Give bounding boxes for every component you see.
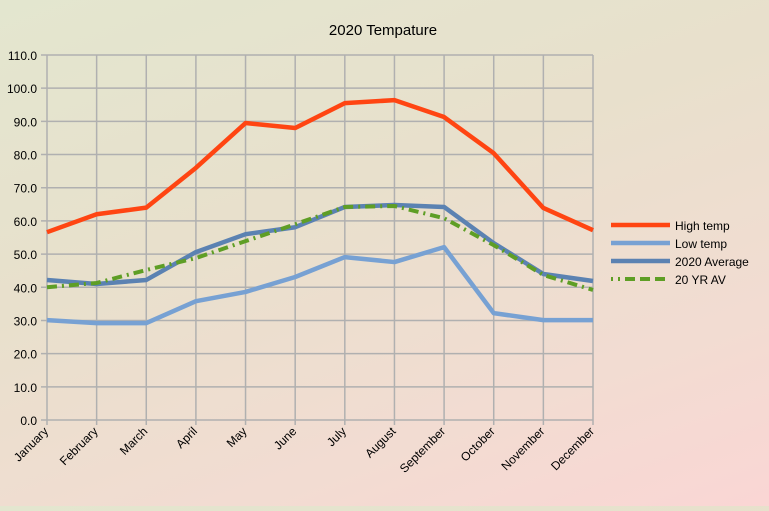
legend-label: Low temp <box>675 237 727 251</box>
y-tick-label: 100.0 <box>7 82 37 96</box>
x-tick-label: February <box>57 424 101 468</box>
legend-label: 20 YR AV <box>675 273 726 287</box>
series-line-high-temp <box>47 100 593 232</box>
y-axis-ticks: 0.0 10.0 20.0 30.0 40.0 50.0 60.0 70.0 80.0 90.0 1… <box>7 49 37 428</box>
y-tick-label: 10.0 <box>14 381 38 395</box>
series-lines <box>47 100 593 323</box>
x-tick-label: April <box>173 424 200 451</box>
y-tick-label: 40.0 <box>14 281 38 295</box>
y-tick-label: 110.0 <box>8 49 37 63</box>
x-tick-label: January <box>11 424 51 464</box>
series-line-2020-average <box>47 205 593 284</box>
x-tick-label: November <box>498 424 547 473</box>
y-tick-label: 70.0 <box>14 182 38 196</box>
x-tick-label: August <box>362 424 399 461</box>
y-tick-label: 30.0 <box>14 314 38 328</box>
x-tick-label: March <box>117 424 150 457</box>
legend-label: 2020 Average <box>675 255 749 269</box>
y-tick-label: 50.0 <box>14 248 38 262</box>
y-tick-label: 0.0 <box>20 414 37 428</box>
x-tick-label: October <box>458 424 498 464</box>
legend: High temp Low temp 2020 Average 20 YR AV <box>611 219 749 287</box>
y-tick-label: 90.0 <box>14 115 38 129</box>
y-tick-label: 60.0 <box>14 215 38 229</box>
x-tick-label: June <box>271 424 300 453</box>
x-tick-label: July <box>324 424 349 449</box>
x-tick-label: September <box>397 424 448 475</box>
series-line-low-temp <box>47 247 593 323</box>
x-tick-label: December <box>548 424 597 473</box>
chart-title: 2020 Tempature <box>329 22 437 39</box>
x-tick-label: May <box>224 424 250 450</box>
y-tick-label: 80.0 <box>14 149 38 163</box>
legend-label: High temp <box>675 219 730 233</box>
y-tick-label: 20.0 <box>14 348 38 362</box>
gridlines <box>41 55 593 425</box>
